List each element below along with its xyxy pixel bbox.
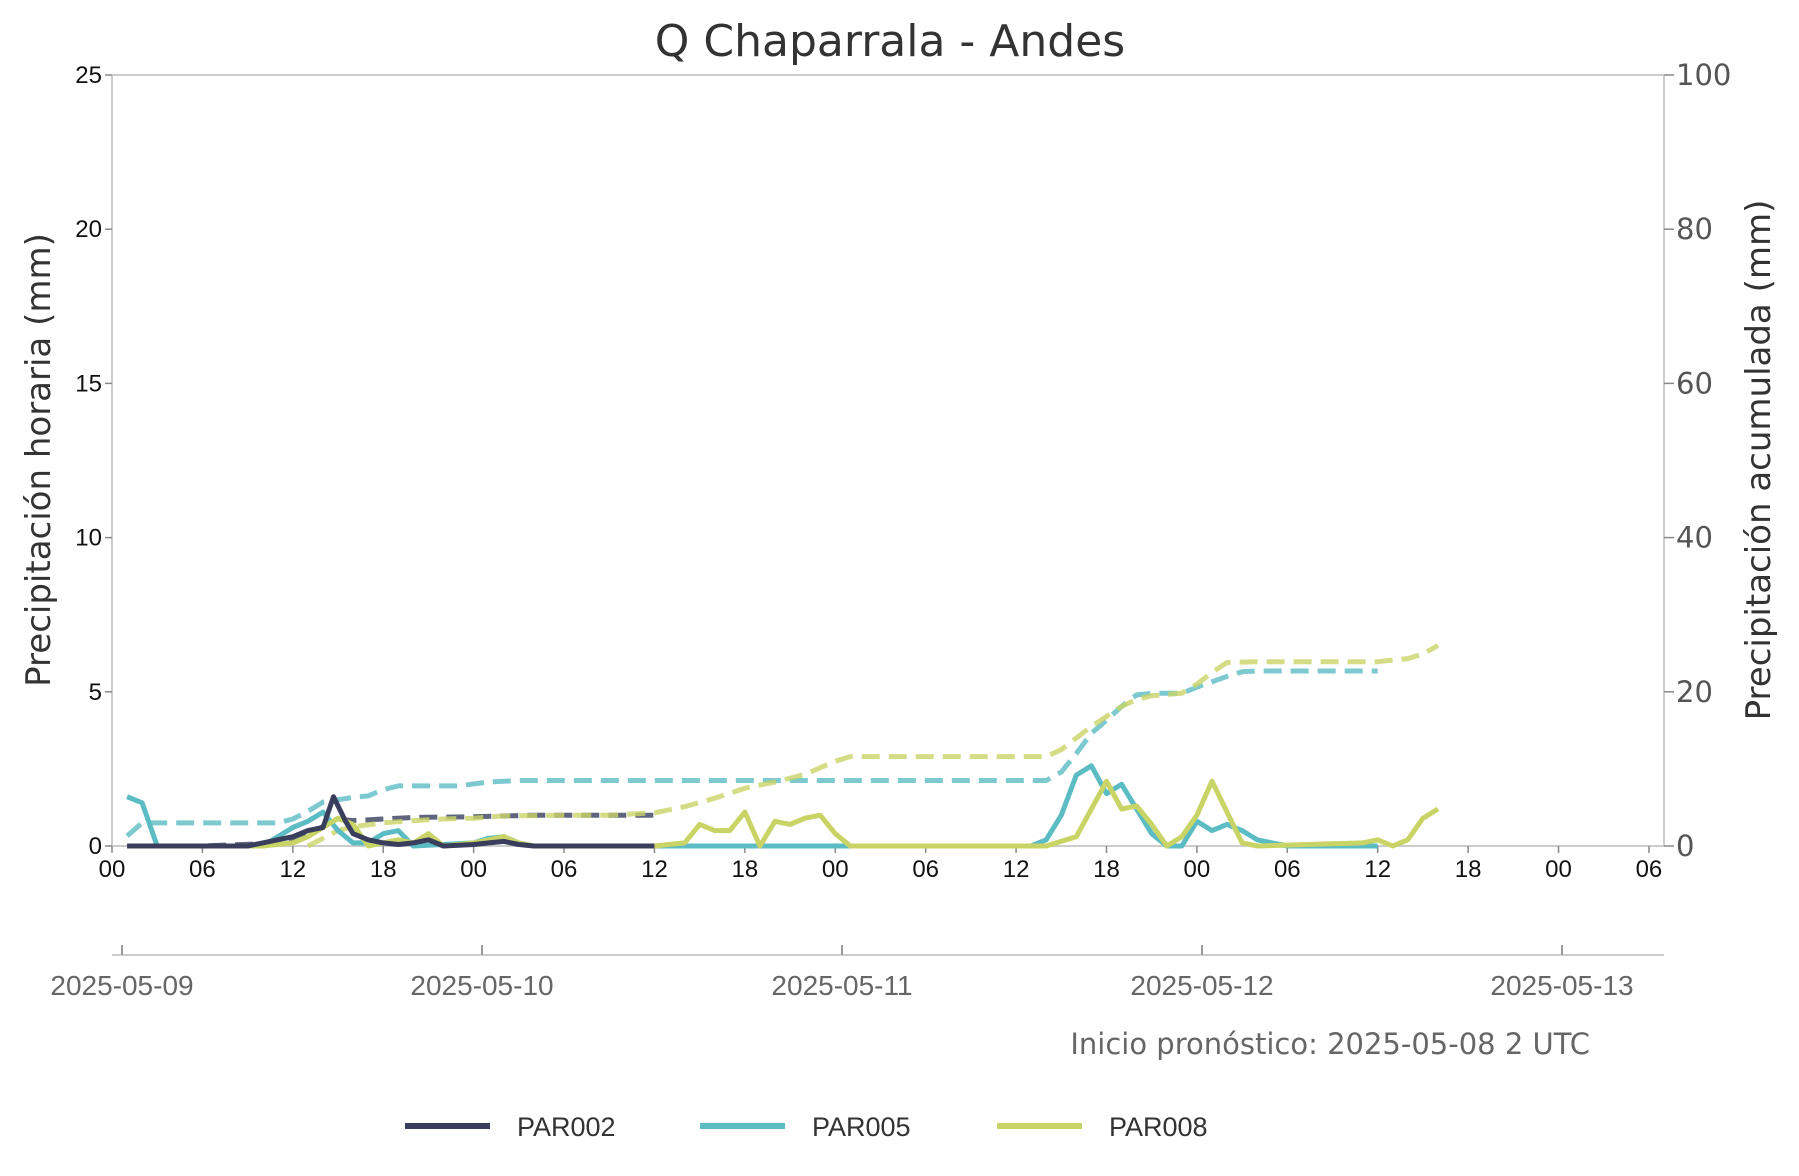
left-tick-label: 25 <box>75 62 102 89</box>
hour-axis: 00 06 12 18 00 06 12 18 00 06 12 18 00 06 12 18 00 06 <box>99 846 1663 883</box>
right-axis-label: Precipitación acumulada (mm) <box>1739 200 1779 721</box>
hour-tick-label: 00 <box>99 856 126 883</box>
legend-label-par002: PAR002 <box>517 1112 616 1142</box>
hour-tick-label: 00 <box>1184 856 1211 883</box>
series-par002-hourly-line <box>127 794 655 849</box>
hour-tick-label: 18 <box>370 856 397 883</box>
left-tick-label: 15 <box>75 370 102 397</box>
date-tick-label: 2025-05-12 <box>1130 970 1273 1001</box>
left-tick-label: 0 <box>89 833 102 860</box>
left-tick-label: 20 <box>75 216 102 243</box>
hour-tick-label: 06 <box>1636 856 1663 883</box>
hour-tick-label: 12 <box>279 856 306 883</box>
hour-tick-label: 12 <box>1003 856 1030 883</box>
right-axis: 0 20 40 60 80 100 <box>1664 58 1731 863</box>
hour-tick-label: 12 <box>641 856 668 883</box>
hour-tick-label: 18 <box>1455 856 1482 883</box>
hour-tick-label: 00 <box>822 856 849 883</box>
hour-tick-label: 12 <box>1364 856 1391 883</box>
series-par008-cumulative-line <box>306 643 1440 849</box>
hour-tick-label: 18 <box>1093 856 1120 883</box>
date-tick-label: 2025-05-10 <box>410 970 553 1001</box>
series-par005-hourly-line <box>126 763 1378 849</box>
series-par005-cumulative-line <box>125 668 1378 838</box>
right-tick-label: 100 <box>1676 58 1731 92</box>
chart-title: Q Chaparrala - Andes <box>655 16 1125 67</box>
left-axis: 0 5 10 15 20 25 <box>75 62 112 860</box>
date-tick-label: 2025-05-11 <box>771 970 912 1001</box>
forecast-start-note: Inicio pronóstico: 2025-05-08 2 UTC <box>1070 1027 1590 1061</box>
legend: PAR002 PAR005 PAR008 <box>405 1112 1208 1142</box>
date-axis: 2025-05-09 2025-05-10 2025-05-11 2025-05-12… <box>50 945 1664 1001</box>
hour-tick-label: 06 <box>1274 856 1301 883</box>
hour-tick-label: 06 <box>551 856 578 883</box>
hour-tick-label: 06 <box>912 856 939 883</box>
legend-label-par005: PAR005 <box>812 1112 911 1142</box>
right-tick-label: 40 <box>1676 521 1713 555</box>
legend-label-par008: PAR008 <box>1109 1112 1208 1142</box>
hour-tick-label: 18 <box>732 856 759 883</box>
hour-tick-label: 06 <box>189 856 216 883</box>
left-tick-label: 5 <box>89 679 102 706</box>
left-axis-label: Precipitación horaria (mm) <box>19 233 59 687</box>
right-tick-label: 20 <box>1676 675 1713 709</box>
series-layer <box>125 643 1440 849</box>
hour-tick-label: 00 <box>460 856 487 883</box>
right-tick-label: 80 <box>1676 212 1713 246</box>
date-tick-label: 2025-05-09 <box>50 970 193 1001</box>
right-tick-label: 0 <box>1676 829 1694 863</box>
right-tick-label: 60 <box>1676 366 1713 400</box>
hour-tick-label: 00 <box>1545 856 1572 883</box>
left-tick-label: 10 <box>75 525 102 552</box>
plot-frame <box>111 74 1665 847</box>
date-tick-label: 2025-05-13 <box>1490 970 1633 1001</box>
